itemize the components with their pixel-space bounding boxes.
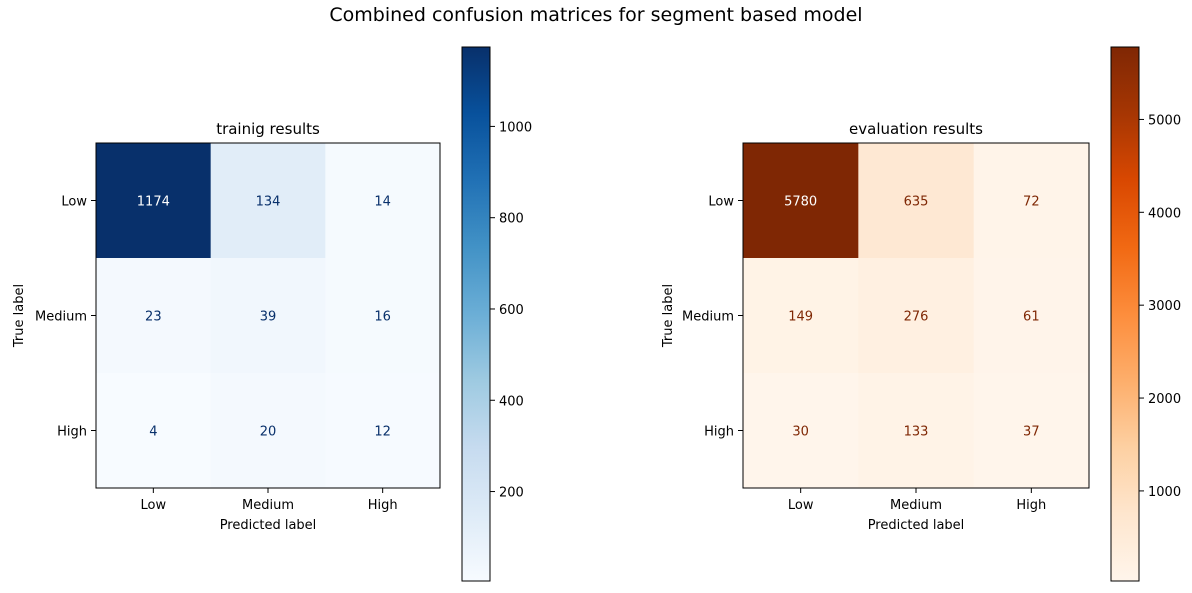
matrix-cell (210, 143, 326, 259)
cell-value-label: 1174 (137, 195, 170, 210)
matrix-cell (973, 143, 1090, 259)
cell-value-label: 134 (256, 195, 281, 210)
colorbar-tick-label: 1000 (499, 120, 532, 135)
y-tick-label: Medium (682, 310, 734, 325)
x-tick-label: Medium (242, 498, 294, 513)
confusion-matrix-panel: 1174 134 14 23 39 16 4 20 12 trainig results Low Me… (12, 46, 532, 582)
colorbar-tick-label: 200 (499, 486, 524, 501)
confusion-matrix-panel: 5780 635 72 149 276 61 30 133 37 evaluation resul… (661, 46, 1181, 582)
panel-title: evaluation results (849, 120, 983, 138)
cell-value-label: 16 (374, 310, 391, 325)
cell-value-label: 14 (374, 195, 391, 210)
cell-value-label: 37 (1023, 425, 1040, 440)
x-tick-label: Low (788, 498, 814, 513)
x-tick-label: Low (141, 498, 167, 513)
y-tick-label: Low (708, 195, 734, 210)
colorbar-tick-label: 3000 (1148, 299, 1181, 314)
cell-value-label: 61 (1023, 310, 1040, 325)
matrix-cell (210, 373, 326, 489)
cell-value-label: 23 (145, 310, 162, 325)
matrix-cell (858, 143, 975, 259)
cell-value-label: 72 (1023, 195, 1040, 210)
cell-value-label: 276 (904, 310, 929, 325)
matrix-cell (743, 143, 859, 259)
colorbar-tick-label: 1000 (1148, 485, 1181, 500)
matrix-cell (858, 373, 975, 489)
matrix-cell (973, 373, 1090, 489)
cell-value-label: 12 (374, 425, 391, 440)
colorbar-tick-label: 600 (499, 303, 524, 318)
y-axis-label: True label (12, 284, 27, 348)
y-tick-label: High (704, 425, 734, 440)
colorbar-tick-label: 800 (499, 212, 524, 227)
matrix-cell (96, 143, 212, 259)
colorbar-tick-label: 4000 (1148, 206, 1181, 221)
cell-value-label: 149 (788, 310, 813, 325)
matrix-cell (858, 258, 975, 374)
y-axis-label: True label (661, 284, 676, 348)
cell-value-label: 30 (792, 425, 809, 440)
x-tick-label: Medium (890, 498, 942, 513)
cell-value-label: 20 (260, 425, 277, 440)
matrix-cell (210, 258, 326, 374)
matrix-cell (325, 373, 441, 489)
matrix-cell (325, 258, 441, 374)
colorbar (1110, 46, 1140, 582)
colorbar-tick-label: 400 (499, 394, 524, 409)
y-tick-label: Medium (35, 310, 87, 325)
colorbar-tick-label: 5000 (1148, 113, 1181, 128)
matrix-cell (325, 143, 441, 259)
matrix-cell (743, 258, 859, 374)
matrix-cell (743, 373, 859, 489)
x-axis-label: Predicted label (220, 518, 317, 533)
cell-value-label: 4 (149, 425, 157, 440)
figure-title: Combined confusion matrices for segment … (329, 4, 863, 26)
y-tick-label: Low (61, 195, 87, 210)
y-tick-label: High (57, 425, 87, 440)
matrix-cell (973, 258, 1090, 374)
cell-value-label: 5780 (784, 195, 817, 210)
matrix-cell (96, 373, 212, 489)
x-axis-label: Predicted label (868, 518, 965, 533)
x-tick-label: High (1016, 498, 1046, 513)
colorbar (461, 46, 491, 582)
x-tick-label: High (368, 498, 398, 513)
matrix-cell (96, 258, 212, 374)
colorbar-tick-label: 2000 (1148, 392, 1181, 407)
cell-value-label: 635 (904, 195, 929, 210)
cell-value-label: 39 (260, 310, 277, 325)
cell-value-label: 133 (904, 425, 929, 440)
panel-title: trainig results (216, 120, 320, 138)
